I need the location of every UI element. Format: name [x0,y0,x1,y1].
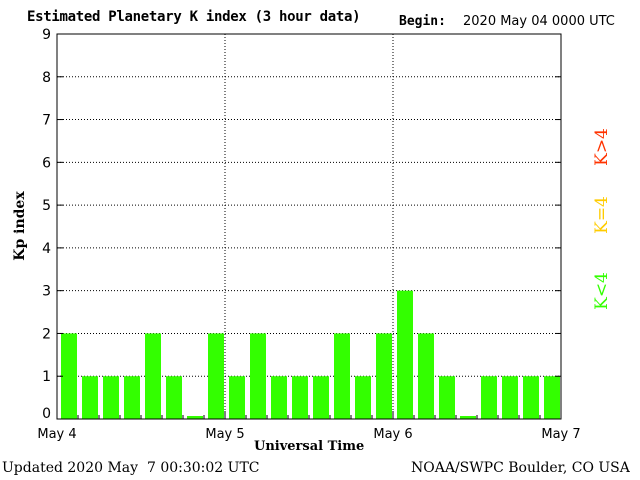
x-day-label: May 5 [205,427,244,442]
x-day-label: May 7 [541,427,580,442]
x-day-label: May 6 [373,427,412,442]
y-tick-label: 1 [42,369,51,385]
kp-bar [145,333,161,419]
updated-timestamp: Updated 2020 May 7 00:30:02 UTC [2,460,260,476]
y-tick-label: 2 [42,326,51,342]
y-tick-label: 6 [42,155,51,171]
y-tick-label: 8 [42,70,51,86]
kp-bar [544,376,560,419]
kp-bar [313,376,329,419]
kp-bar [208,333,224,419]
begin-value: 2020 May 04 0000 UTC [463,14,615,29]
kp-bar [124,376,140,419]
y-tick-label: 3 [42,284,51,300]
kp-bar [439,376,455,419]
kp-bar [355,376,371,419]
kp-bar [523,376,539,419]
kp-bar [82,376,98,419]
x-axis-label: Universal Time [254,439,365,454]
credit-text: NOAA/SWPC Boulder, CO USA [411,460,630,476]
kp-bar [271,376,287,419]
begin-label: Begin: [399,14,446,29]
kp-bar [460,416,476,419]
plot-frame [56,33,562,420]
kp-bar [166,376,182,419]
y-tick-label: 7 [42,113,51,129]
kp-bar [250,333,266,419]
kp-bar [61,333,77,419]
kp-bar [481,376,497,419]
y-tick-label: 4 [42,241,51,257]
kp-bar [418,333,434,419]
kp-bar [397,290,413,419]
kp-bar [376,333,392,419]
chart-title: Estimated Planetary K index (3 hour data… [27,9,361,25]
kp-bar [103,376,119,419]
x-day-label: May 4 [37,427,76,442]
kp-bar [502,376,518,419]
y-tick-label: 9 [42,27,51,43]
y-tick-label: 0 [42,406,51,422]
kp-bar [292,376,308,419]
y-tick-label: 5 [42,198,51,214]
kp-bar [187,416,203,419]
kp-bar [334,333,350,419]
kp-bar [229,376,245,419]
